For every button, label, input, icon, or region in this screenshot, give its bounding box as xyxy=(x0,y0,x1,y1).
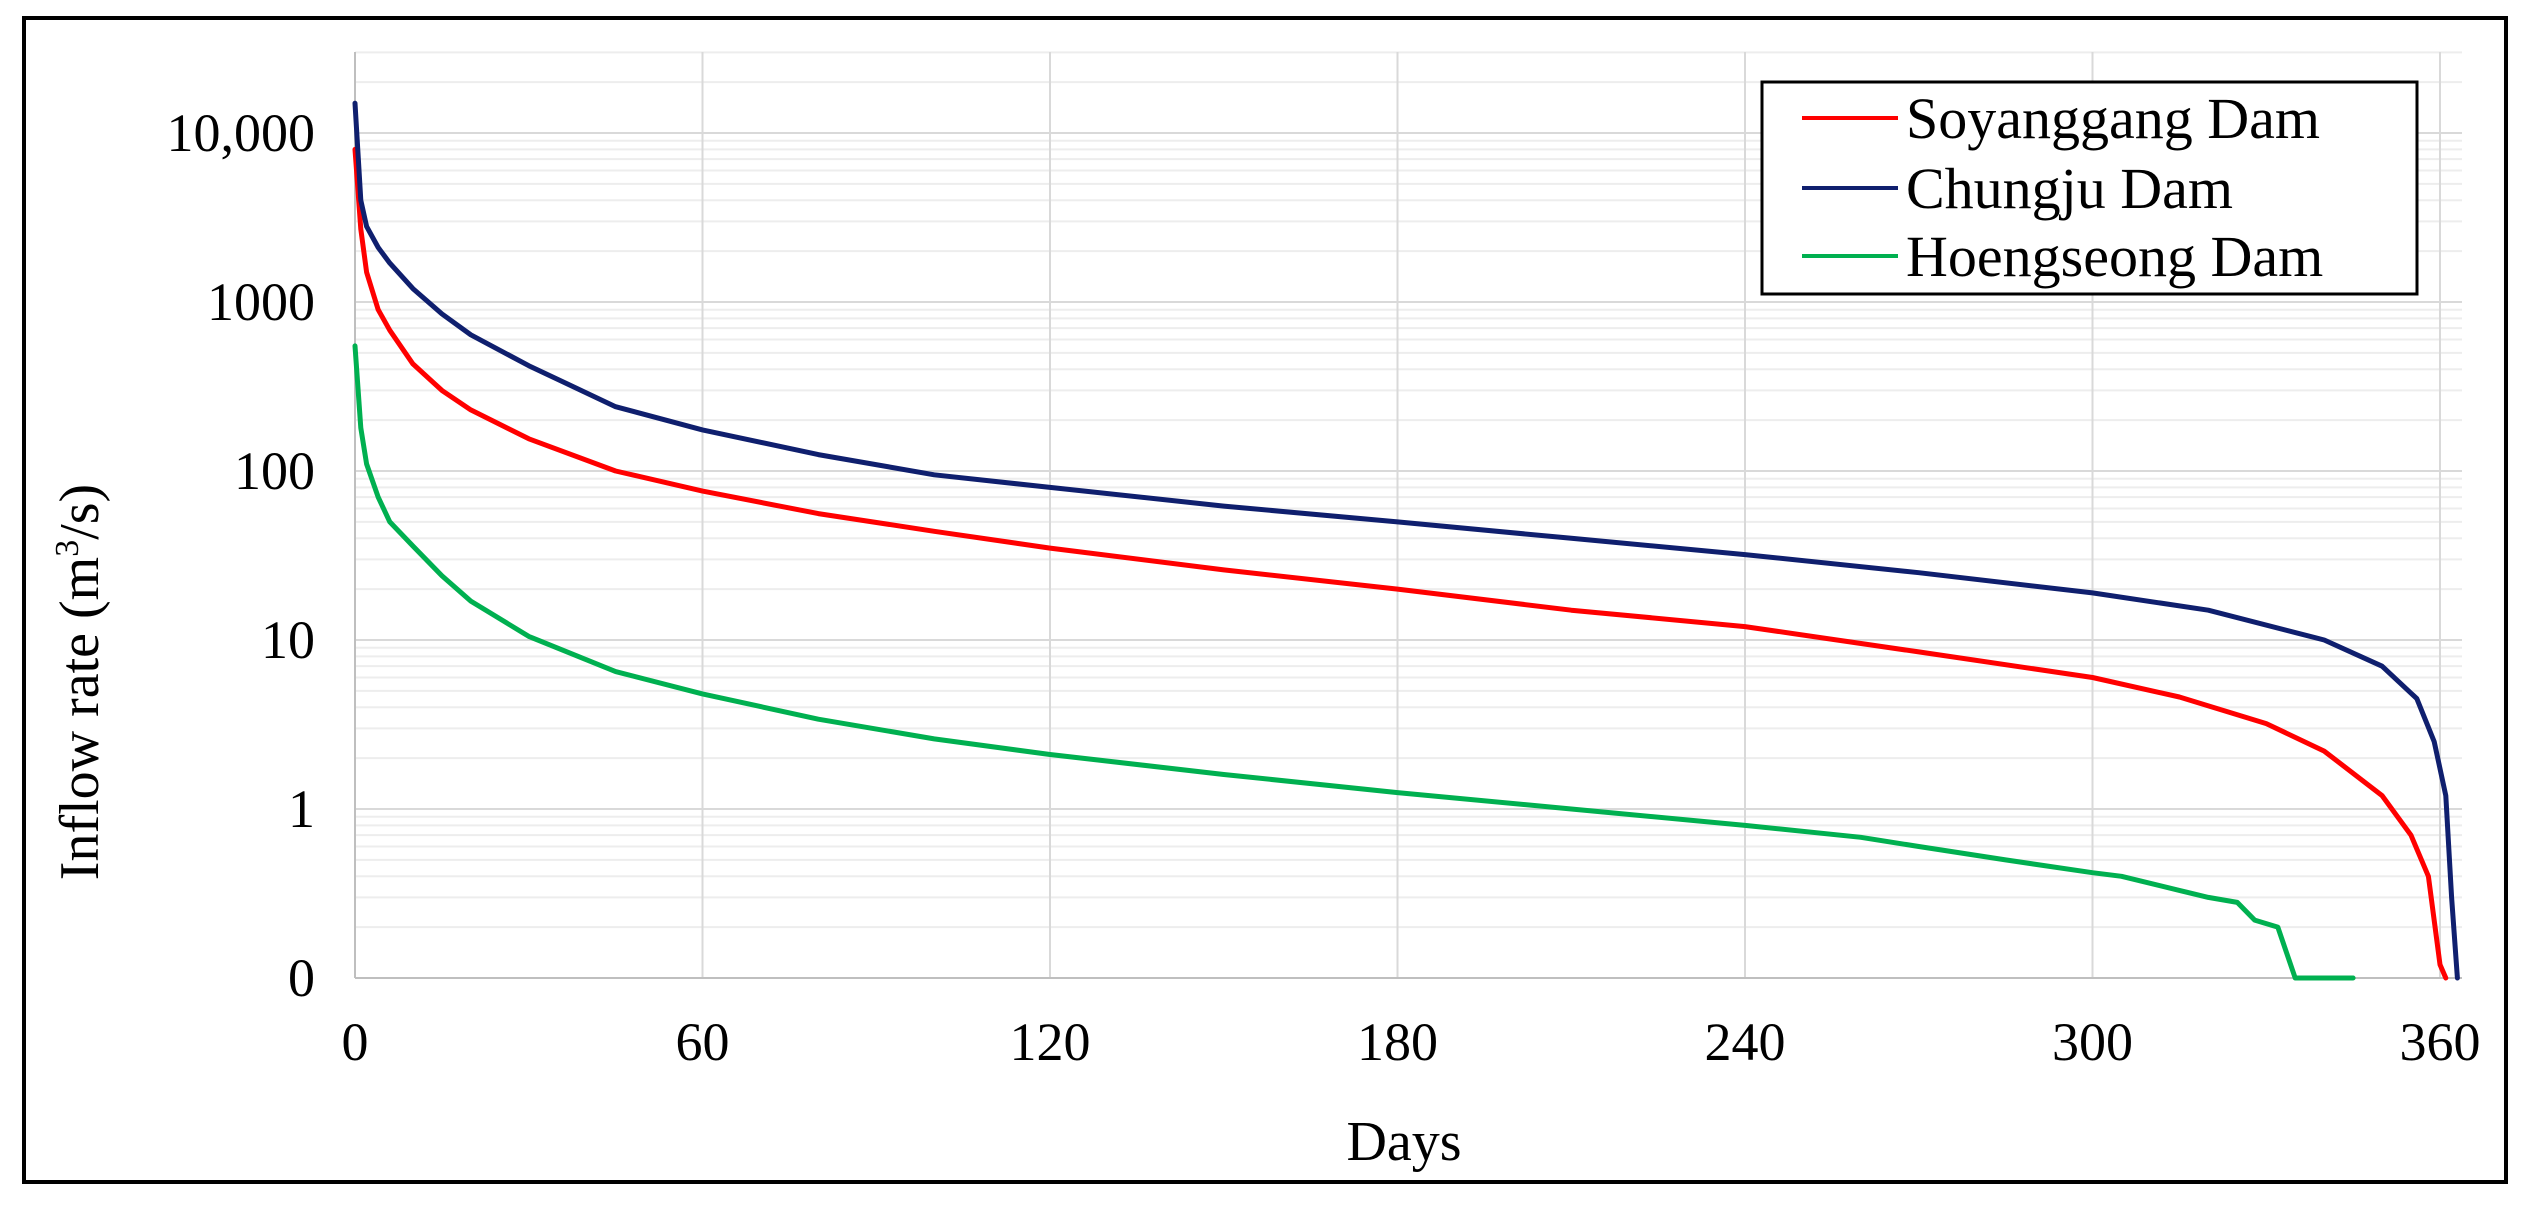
axes xyxy=(354,52,2462,979)
y-tick-label: 10 xyxy=(261,610,315,670)
x-tick-label: 0 xyxy=(342,1012,369,1072)
x-tick-label: 120 xyxy=(1010,1012,1091,1072)
y-tick-labels: 0 1 10 100 1000 10,000 xyxy=(167,103,316,1008)
x-tick-label: 300 xyxy=(2052,1012,2133,1072)
x-tick-label: 240 xyxy=(1705,1012,1786,1072)
x-tick-labels: 0 60 120 180 240 300 360 xyxy=(342,1012,2481,1072)
x-tick-label: 180 xyxy=(1357,1012,1438,1072)
series-lines xyxy=(352,100,2460,981)
x-axis-title: Days xyxy=(1346,1111,1461,1173)
legend-label-soyanggang: Soyanggang Dam xyxy=(1906,86,2320,151)
y-axis-title-tail: /s) xyxy=(49,484,111,540)
y-tick-label: 10,000 xyxy=(167,103,316,163)
legend-label-chungju: Chungju Dam xyxy=(1906,156,2233,221)
x-tick-label: 360 xyxy=(2400,1012,2481,1072)
legend-label-hoengseong: Hoengseong Dam xyxy=(1906,224,2323,289)
y-axis-title: Inflow rate (m3/s) xyxy=(49,484,111,880)
series-line-chungju xyxy=(352,100,2460,981)
series-line-soyanggang xyxy=(352,146,2449,981)
legend: Soyanggang Dam Chungju Dam Hoengseong Da… xyxy=(1760,80,2419,296)
series-line-hoengseong xyxy=(352,343,2356,981)
y-tick-label: 1 xyxy=(288,779,315,839)
y-tick-label: 0 xyxy=(288,948,315,1008)
y-tick-label: 1000 xyxy=(207,272,315,332)
y-axis-title-main: Inflow rate (m xyxy=(49,557,111,880)
x-tick-label: 60 xyxy=(676,1012,730,1072)
y-tick-label: 100 xyxy=(234,441,315,501)
y-axis-title-superscript: 3 xyxy=(49,540,86,557)
